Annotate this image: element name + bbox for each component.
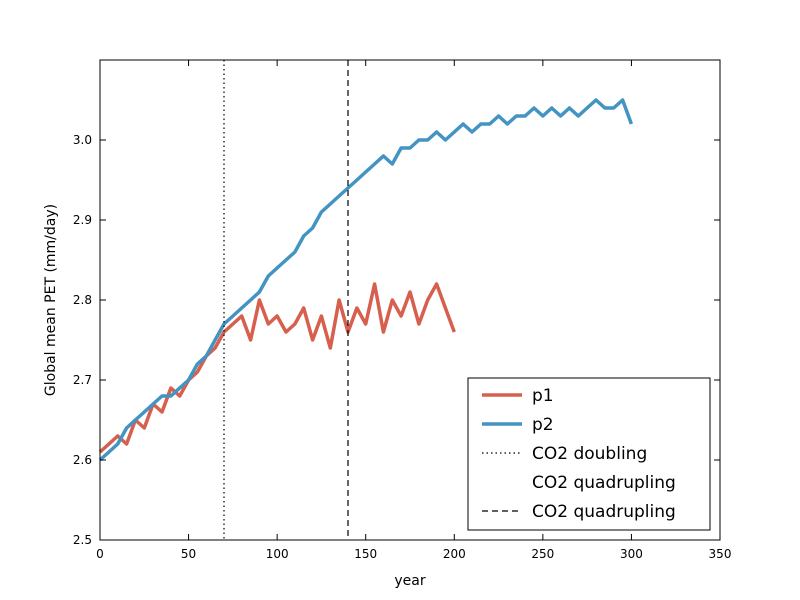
x-axis: 0 50 100 150 200 250 300 350	[96, 60, 731, 561]
x-tick-label: 300	[620, 547, 643, 561]
x-tick-label: 350	[709, 547, 732, 561]
y-tick-label: 2.8	[73, 293, 92, 307]
legend: p1 p2 CO2 doubling CO2 quadrupling CO2 quadr…	[467, 377, 711, 531]
x-tick-label: 0	[96, 547, 104, 561]
plot-area	[98, 60, 634, 540]
legend-box	[467, 377, 711, 531]
x-tick-label: 250	[531, 547, 554, 561]
series-line-p2	[98, 98, 634, 462]
x-tick-label: 50	[181, 547, 196, 561]
legend-label: CO2 quadrupling	[532, 473, 676, 493]
x-tick-label: 200	[443, 547, 466, 561]
y-tick-label: 2.7	[73, 373, 92, 387]
y-tick-label: 3.0	[73, 133, 92, 147]
legend-label: CO2 doubling	[532, 444, 647, 464]
x-tick-label: 150	[354, 547, 377, 561]
y-axis: 2.5 2.6 2.7 2.8 2.9 3.0	[73, 133, 720, 547]
y-axis-title: Global mean PET (mm/day)	[43, 204, 59, 396]
x-tick-label: 100	[266, 547, 289, 561]
legend-label: p2	[532, 415, 554, 435]
y-tick-label: 2.9	[73, 213, 92, 227]
legend-label: CO2 quadrupling	[532, 502, 676, 522]
y-tick-label: 2.5	[73, 533, 92, 547]
legend-label: p1	[532, 386, 554, 406]
y-tick-label: 2.6	[73, 453, 92, 467]
x-axis-title: year	[394, 573, 425, 589]
series-line-p1	[98, 282, 456, 454]
